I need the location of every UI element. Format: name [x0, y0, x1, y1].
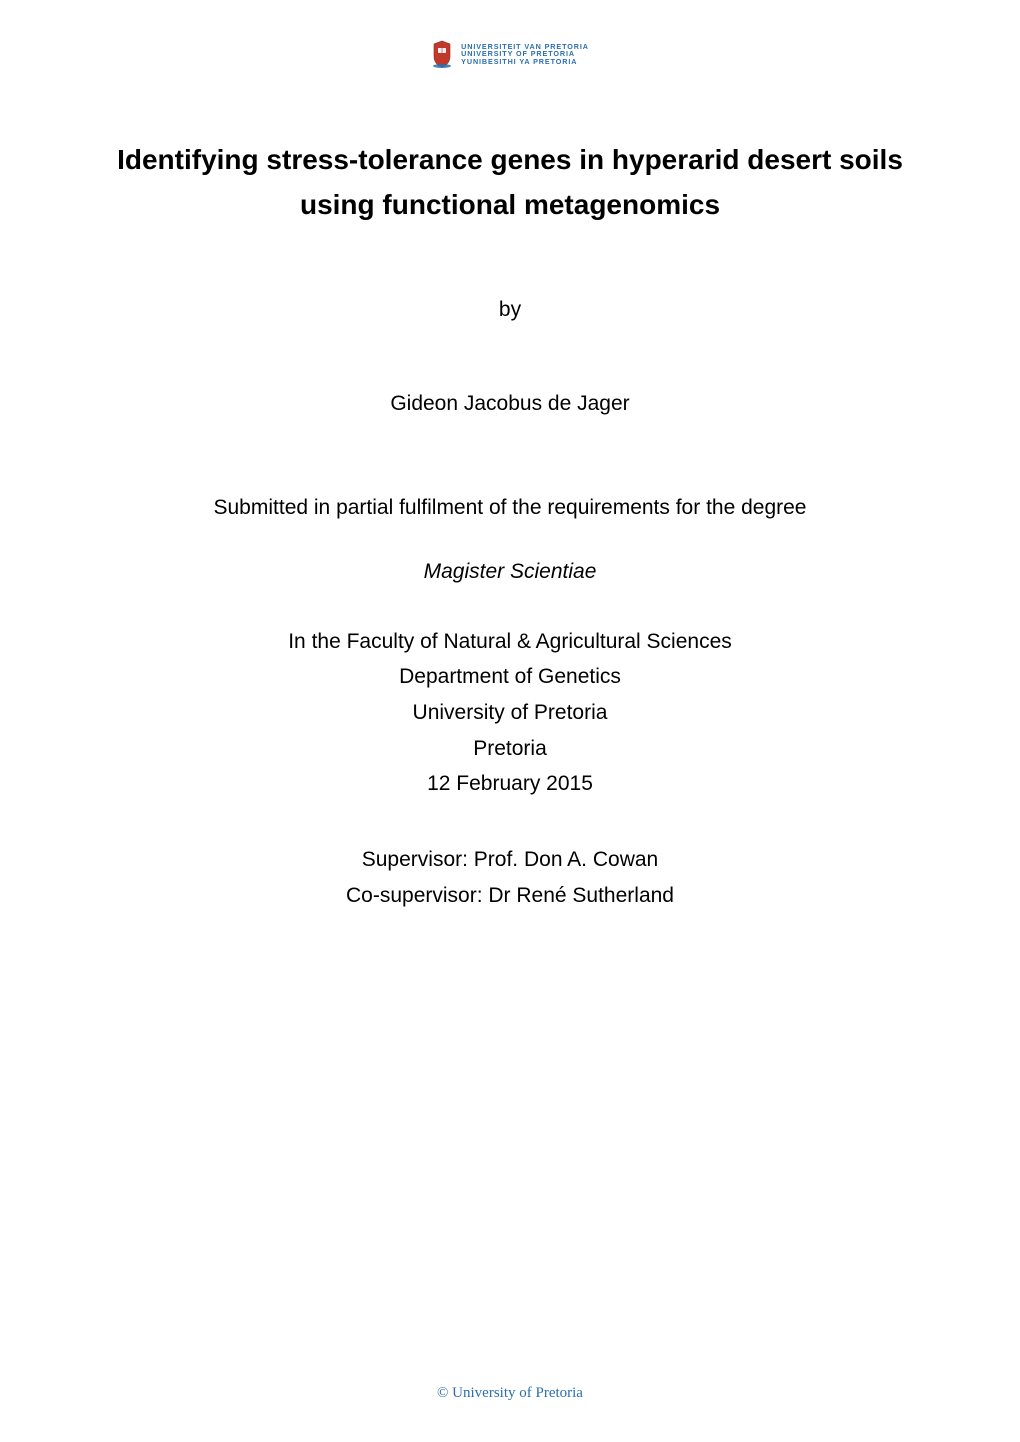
- degree-name: Magister Scientiae: [100, 560, 920, 584]
- author-name: Gideon Jacobus de Jager: [100, 392, 920, 416]
- university-name-block: UNIVERSITEIT VAN PRETORIA UNIVERSITY OF …: [461, 43, 589, 66]
- title-line-1: Identifying stress-tolerance genes in hy…: [117, 144, 903, 175]
- university: University of Pretoria: [100, 695, 920, 731]
- supervisor: Supervisor: Prof. Don A. Cowan: [100, 842, 920, 878]
- faculty: In the Faculty of Natural & Agricultural…: [100, 624, 920, 660]
- co-supervisor: Co-supervisor: Dr René Sutherland: [100, 878, 920, 914]
- university-crest-icon: [431, 40, 453, 68]
- title-line-2: using functional metagenomics: [300, 189, 720, 220]
- thesis-title: Identifying stress-tolerance genes in hy…: [100, 138, 920, 228]
- affiliation-block: In the Faculty of Natural & Agricultural…: [100, 624, 920, 802]
- by-label: by: [100, 298, 920, 322]
- university-header: UNIVERSITEIT VAN PRETORIA UNIVERSITY OF …: [100, 40, 920, 68]
- submitted-statement: Submitted in partial fulfilment of the r…: [100, 496, 920, 520]
- department: Department of Genetics: [100, 659, 920, 695]
- submission-date: 12 February 2015: [100, 766, 920, 802]
- copyright-footer: © University of Pretoria: [0, 1385, 1020, 1402]
- city: Pretoria: [100, 731, 920, 767]
- supervisors-block: Supervisor: Prof. Don A. Cowan Co-superv…: [100, 842, 920, 913]
- university-name-other: YUNIBESITHI YA PRETORIA: [461, 58, 589, 66]
